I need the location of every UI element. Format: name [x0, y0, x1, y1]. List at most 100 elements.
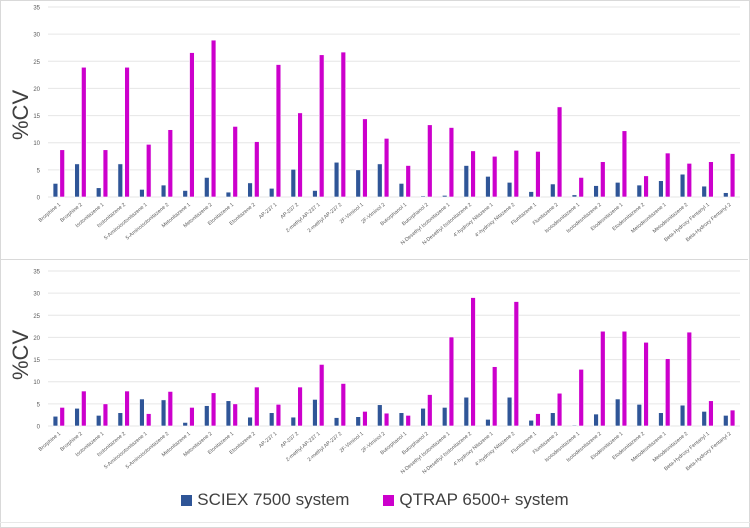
bar-qtrap — [556, 392, 563, 427]
y-tick-label: 35 — [33, 270, 40, 276]
bar-qtrap — [362, 411, 368, 427]
bar-qtrap — [513, 150, 519, 198]
bar-sciex — [117, 412, 123, 427]
bar-sciex — [550, 412, 556, 427]
bar-qtrap — [167, 129, 173, 198]
bar-sciex — [182, 422, 188, 427]
bar-sciex — [593, 413, 599, 427]
bar-qtrap — [665, 358, 671, 427]
bar-sciex — [52, 183, 59, 198]
bar-sciex — [74, 163, 80, 198]
bar-sciex — [182, 190, 188, 198]
bar-qtrap — [686, 163, 692, 198]
bar-qtrap — [665, 152, 671, 198]
bar-sciex — [723, 192, 729, 198]
bar-qtrap — [319, 364, 325, 427]
bar-qtrap — [362, 118, 368, 198]
legend-swatch-qtrap — [383, 494, 395, 506]
bar-qtrap — [146, 413, 152, 427]
bar-qtrap — [232, 126, 238, 198]
y-tick-label: 25 — [33, 314, 40, 320]
bar-sciex — [117, 163, 123, 198]
bar-qtrap — [189, 407, 195, 427]
y-tick-label: 10 — [33, 380, 40, 386]
bar-qtrap — [297, 386, 303, 427]
bar-qtrap — [729, 409, 736, 427]
bar-sciex — [571, 424, 578, 427]
x-tick-label: AP-237 1 — [258, 202, 279, 221]
x-tick-label: AP-237 1 — [258, 431, 279, 450]
bar-qtrap — [600, 330, 606, 427]
bar-sciex — [528, 419, 534, 427]
bar-sciex — [225, 191, 232, 198]
bar-sciex — [463, 165, 469, 198]
bar-sciex — [377, 163, 383, 198]
y-tick-label: 20 — [33, 336, 40, 342]
bar-qtrap — [448, 336, 455, 427]
bar-sciex — [398, 412, 405, 427]
bar-qtrap — [102, 403, 109, 427]
y-tick-label: 25 — [33, 60, 40, 66]
bar-sciex — [485, 176, 491, 198]
bar-qtrap — [470, 150, 476, 198]
bar-qtrap — [535, 151, 541, 198]
bar-qtrap — [254, 386, 260, 427]
bar-qtrap — [210, 392, 217, 427]
bar-qtrap — [124, 66, 130, 198]
bar-qtrap — [340, 51, 346, 198]
bar-sciex — [658, 412, 664, 427]
bar-qtrap — [189, 52, 195, 198]
bar-sciex — [139, 189, 145, 198]
bar-qtrap — [340, 383, 346, 427]
bar-sciex — [52, 415, 59, 427]
bar-qtrap — [708, 400, 714, 427]
bar-qtrap — [556, 106, 563, 198]
y-tick-label: 0 — [37, 196, 41, 202]
bar-qtrap — [686, 331, 692, 427]
x-tick-label: 4'-hydroxy Nitazene 1 — [452, 431, 494, 468]
bar-qtrap — [275, 404, 282, 427]
bar-sciex — [247, 416, 253, 427]
bar-sciex — [225, 400, 232, 427]
bar-sciex — [204, 405, 210, 427]
bar-qtrap — [383, 412, 390, 427]
bar-qtrap — [578, 177, 584, 198]
bar-sciex — [290, 416, 296, 427]
chart-panel-bottom: 0 5 10 15 20 25 30 35 Brorphine 1 Brorphine 2 Isot… — [0, 260, 748, 482]
legend-item-qtrap: QTRAP 6500+ system — [383, 490, 569, 510]
bar-sciex — [723, 415, 729, 427]
bar-sciex — [463, 396, 469, 427]
y-tick-label: 30 — [33, 292, 40, 298]
bar-qtrap — [405, 415, 411, 427]
bar-sciex — [247, 182, 253, 198]
bar-sciex — [593, 185, 599, 198]
legend-label-sciex: SCIEX 7500 system — [197, 490, 350, 509]
bar-sciex — [701, 185, 707, 198]
legend-divider — [0, 522, 750, 523]
bar-sciex — [398, 183, 405, 198]
y-tick-label: 30 — [33, 33, 40, 39]
bar-qtrap — [513, 301, 519, 427]
bar-sciex — [333, 161, 340, 198]
bar-sciex — [658, 180, 664, 198]
bar-sciex — [269, 412, 275, 427]
bar-sciex — [571, 194, 578, 198]
x-tick-label: 4'-hydroxy Nitazene 2 — [474, 202, 516, 239]
bar-qtrap — [492, 155, 498, 198]
bar-sciex — [528, 191, 534, 198]
bar-sciex — [636, 404, 642, 427]
bar-sciex — [312, 399, 318, 427]
y-tick-label: 15 — [33, 358, 40, 364]
bar-sciex — [679, 404, 686, 427]
bar-qtrap — [470, 297, 476, 427]
bar-qtrap — [232, 403, 238, 427]
bar-qtrap — [492, 366, 498, 427]
y-tick-label: 10 — [33, 141, 40, 147]
bar-qtrap — [275, 64, 282, 198]
x-tick-label: 4'-hydroxy Nitazene 1 — [452, 202, 494, 239]
legend-label-qtrap: QTRAP 6500+ system — [399, 490, 569, 509]
y-tick-label: 20 — [33, 87, 40, 93]
bar-sciex — [377, 404, 383, 427]
bar-qtrap — [621, 330, 628, 427]
